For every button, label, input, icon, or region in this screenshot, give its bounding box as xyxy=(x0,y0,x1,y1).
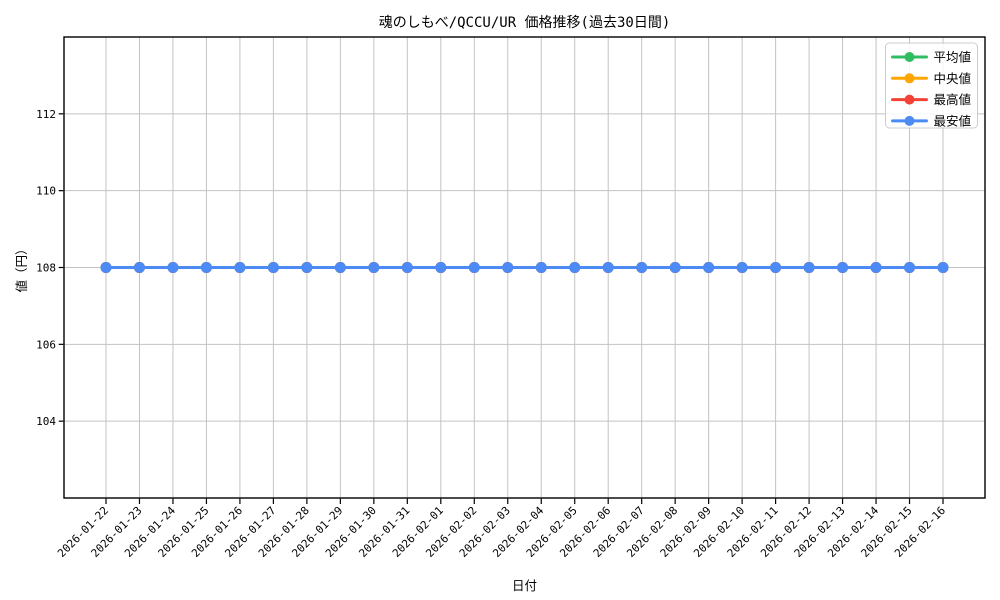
data-point-marker xyxy=(100,262,112,273)
data-point-marker xyxy=(234,262,246,273)
legend-label: 最高値 xyxy=(934,92,972,107)
legend-label: 平均値 xyxy=(934,50,972,65)
data-point-marker xyxy=(468,262,480,273)
data-point-marker xyxy=(770,262,782,273)
y-tick-label: 112 xyxy=(36,108,56,121)
data-point-marker xyxy=(133,262,145,273)
legend-label: 中央値 xyxy=(934,71,972,86)
legend-item-最高値: 最高値 xyxy=(891,92,972,107)
data-point-marker xyxy=(502,262,514,273)
series-layer xyxy=(100,262,949,273)
y-axis-label: 値（円） xyxy=(14,242,29,292)
x-tick-labels: 2026-01-222026-01-232026-01-242026-01-25… xyxy=(55,504,948,560)
y-tick-labels: 104 106 108 110 112 xyxy=(36,108,56,428)
tick-marks-layer xyxy=(58,113,944,504)
data-point-marker xyxy=(167,262,179,273)
legend-marker xyxy=(904,73,915,84)
legend-label: 最安値 xyxy=(934,113,972,128)
legend-item-最安値: 最安値 xyxy=(891,113,972,128)
data-point-marker xyxy=(435,262,447,273)
data-point-marker xyxy=(904,262,916,273)
axes-layer xyxy=(63,36,986,499)
data-point-marker xyxy=(669,262,681,273)
data-point-marker xyxy=(837,262,849,273)
data-point-marker xyxy=(368,262,380,273)
data-point-marker xyxy=(535,262,547,273)
data-point-marker xyxy=(937,262,949,273)
series-最安値 xyxy=(100,262,949,273)
data-point-marker xyxy=(736,262,748,273)
data-point-marker xyxy=(636,262,648,273)
y-tick-label: 110 xyxy=(36,185,56,198)
x-axis-label: 日付 xyxy=(512,578,537,593)
data-point-marker xyxy=(870,262,882,273)
chart-title: 魂のしもべ/QCCU/UR 価格推移(過去30日間) xyxy=(379,15,671,31)
legend-marker xyxy=(904,115,915,126)
data-point-marker xyxy=(602,262,614,273)
data-point-marker xyxy=(703,262,715,273)
y-tick-label: 108 xyxy=(36,262,56,275)
y-tick-label: 104 xyxy=(36,415,56,428)
data-point-marker xyxy=(334,262,346,273)
data-point-marker xyxy=(803,262,815,273)
legend-box xyxy=(885,42,978,129)
legend-item-平均値: 平均値 xyxy=(891,50,972,65)
data-point-marker xyxy=(569,262,581,273)
data-point-marker xyxy=(301,262,313,273)
data-point-marker xyxy=(401,262,413,273)
plot-border xyxy=(63,36,986,499)
legend-marker xyxy=(904,94,915,105)
legend-marker xyxy=(904,52,915,62)
legend-item-中央値: 中央値 xyxy=(891,71,972,86)
data-point-marker xyxy=(200,262,212,273)
y-tick-label: 106 xyxy=(36,338,56,351)
data-point-marker xyxy=(267,262,279,273)
